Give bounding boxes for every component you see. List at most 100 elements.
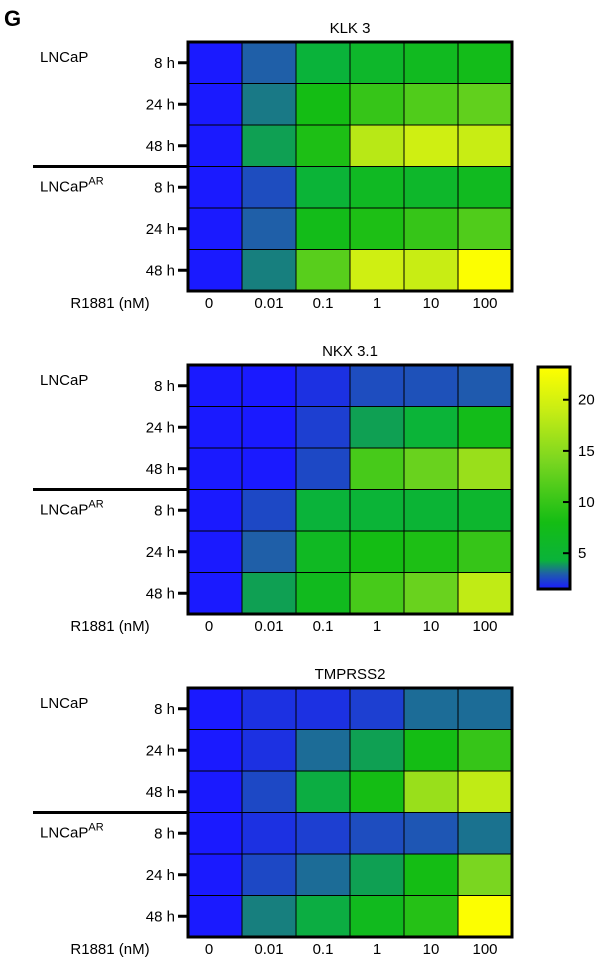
heatmap-3: TMPRSS2 8 h 24 h 48 h 8 h 24 h 48 h LNCaP LNCaPA… (33, 666, 514, 958)
heatmap-cell (403, 530, 459, 573)
heatmap-cell (241, 853, 297, 896)
row-tick-label: 24 h (146, 221, 175, 238)
heatmap-cell (241, 770, 297, 813)
heatmap-cell (295, 729, 351, 772)
heatmap-cell (403, 124, 459, 167)
heatmap-cell (241, 124, 297, 167)
x-axis-label: R1881 (nM) (70, 941, 149, 958)
heatmap-cell (187, 207, 243, 250)
heatmap-cell (349, 83, 405, 126)
row-tick-label: 24 h (146, 867, 175, 884)
heatmap-cell (457, 447, 513, 490)
x-tick-label: 100 (472, 618, 497, 635)
row-tick-label: 24 h (146, 742, 175, 759)
heatmap-cell (349, 249, 405, 292)
heatmap-cell (403, 41, 459, 84)
heatmap-cell (187, 166, 243, 209)
heatmap-cell (457, 207, 513, 250)
heatmap-cell (403, 895, 459, 938)
heatmap-1: KLK 3 8 h 24 h 48 h 8 h 24 h 48 h LNCaP LNCaPAR R… (33, 20, 514, 312)
heatmap-cell (349, 166, 405, 209)
heatmap-cell (403, 166, 459, 209)
heatmap-cell (457, 41, 513, 84)
heatmap-cell (403, 447, 459, 490)
row-tick-label: 48 h (146, 908, 175, 925)
row-tick-label: 24 h (146, 544, 175, 561)
heatmap-cell (457, 687, 513, 730)
heatmap-title: KLK 3 (330, 20, 371, 37)
heatmap-cell (349, 572, 405, 615)
x-tick-label: 1 (373, 618, 381, 635)
heatmap-cell (187, 364, 243, 407)
heatmap-frame (186, 363, 514, 616)
row-tick-label: 8 h (154, 179, 175, 196)
heatmap-cell (295, 895, 351, 938)
heatmap-cell (241, 812, 297, 855)
heatmap-cell (349, 687, 405, 730)
x-tick-label: 0 (205, 941, 213, 958)
heatmap-frame (186, 40, 514, 293)
heatmap-cell (403, 249, 459, 292)
heatmap-cell (403, 729, 459, 772)
heatmap-cell (349, 124, 405, 167)
heatmap-cell (349, 729, 405, 772)
heatmap-cell (187, 895, 243, 938)
x-tick-label: 0.1 (313, 618, 334, 635)
heatmap-cell (295, 853, 351, 896)
heatmap-cell (403, 364, 459, 407)
group-label: LNCaPAR (40, 822, 104, 842)
heatmap-cell (349, 406, 405, 449)
row-tick-label: 8 h (154, 701, 175, 718)
heatmap-cell (349, 770, 405, 813)
row-tick-label: 8 h (154, 502, 175, 519)
heatmap-cell (457, 406, 513, 449)
heatmap-cell (241, 83, 297, 126)
heatmap-cell (457, 166, 513, 209)
heatmap-cell (295, 489, 351, 532)
heatmap-cell (403, 83, 459, 126)
heatmap-cell (403, 572, 459, 615)
group-label: LNCaP (40, 49, 88, 66)
heatmap-cell (457, 572, 513, 615)
row-tick-label: 8 h (154, 55, 175, 72)
heatmap-cell (241, 406, 297, 449)
heatmap-cell (187, 729, 243, 772)
group-label: LNCaP (40, 695, 88, 712)
heatmap-cell (457, 812, 513, 855)
heatmap-2: NKX 3.1 8 h 24 h 48 h 8 h 24 h 48 h LNCaP LNCaPA… (33, 343, 514, 635)
heatmap-cell (187, 489, 243, 532)
heatmap-cell (295, 124, 351, 167)
heatmap-cell (457, 895, 513, 938)
heatmap-frame (186, 686, 514, 939)
heatmap-cell (241, 166, 297, 209)
heatmap-cell (187, 124, 243, 167)
x-tick-label: 0.1 (313, 941, 334, 958)
heatmap-cell (403, 853, 459, 896)
row-tick-label: 8 h (154, 825, 175, 842)
heatmap-cell (295, 812, 351, 855)
heatmap-cell (457, 489, 513, 532)
heatmap-cell (241, 489, 297, 532)
heatmaps: KLK 3 8 h 24 h 48 h 8 h 24 h 48 h LNCaP LNCaPAR R… (33, 20, 514, 958)
colorbar: 5 10 15 20 (536, 365, 595, 591)
heatmap-cell (187, 41, 243, 84)
heatmap-cell (349, 853, 405, 896)
x-tick-label: 10 (423, 618, 440, 635)
heatmap-cell (349, 812, 405, 855)
x-tick-label: 100 (472, 295, 497, 312)
x-tick-label: 0.1 (313, 295, 334, 312)
heatmap-title: NKX 3.1 (322, 343, 378, 360)
row-tick-label: 24 h (146, 419, 175, 436)
heatmap-title: TMPRSS2 (315, 666, 386, 683)
heatmap-cell (457, 729, 513, 772)
heatmap-cell (295, 83, 351, 126)
heatmap-cell (349, 447, 405, 490)
heatmap-cell (295, 406, 351, 449)
heatmap-cell (187, 687, 243, 730)
heatmap-cell (187, 406, 243, 449)
heatmap-cell (241, 207, 297, 250)
row-tick-label: 48 h (146, 461, 175, 478)
heatmap-cell (295, 41, 351, 84)
heatmap-cell (241, 895, 297, 938)
heatmap-cell (241, 729, 297, 772)
